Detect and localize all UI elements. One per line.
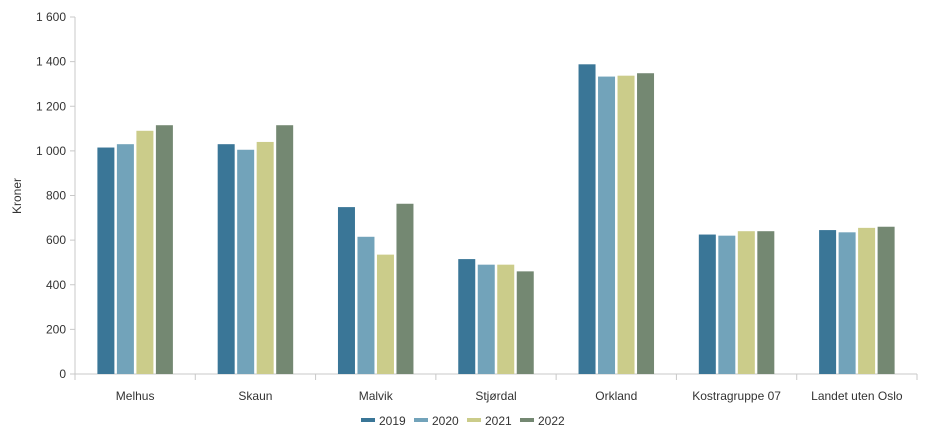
bar-2022	[155, 125, 173, 374]
x-tick-label: Skaun	[238, 389, 272, 403]
bar-2020	[116, 144, 134, 374]
legend-label: 2022	[538, 414, 565, 428]
legend-swatch-2022	[520, 418, 534, 422]
bar-2021	[737, 231, 755, 374]
y-tick-label: 800	[46, 189, 66, 203]
x-tick-label: Stjørdal	[475, 389, 516, 403]
y-tick-label: 1 000	[36, 144, 66, 158]
x-tick-label: Orkland	[595, 389, 637, 403]
y-tick-label: 400	[46, 278, 66, 292]
bar-2020	[598, 76, 616, 374]
legend-label: 2020	[432, 414, 459, 428]
bars	[97, 64, 895, 375]
bar-2022	[877, 226, 895, 374]
bar-2019	[97, 147, 115, 374]
bar-2021	[256, 141, 274, 374]
x-tick-label: Kostragruppe 07	[692, 389, 781, 403]
legend-label: 2019	[379, 414, 406, 428]
legend: 2019 2020 2021 2022	[361, 414, 565, 428]
bar-2021	[617, 75, 635, 374]
bar-2019	[458, 259, 476, 374]
bar-2019	[578, 64, 596, 375]
legend-swatch-2021	[467, 418, 481, 422]
y-tick-label: 600	[46, 233, 66, 247]
bar-2019	[819, 230, 837, 374]
y-axis: 0 200 400 600 800 1 000 1 200 1 400 1 600	[36, 10, 76, 381]
y-tick-label: 1 600	[36, 10, 66, 24]
x-tick-label: Landet uten Oslo	[811, 389, 903, 403]
bar-2019	[217, 144, 235, 374]
bar-2021	[858, 227, 876, 374]
y-tick-label: 1 200	[36, 99, 66, 113]
bar-2020	[237, 149, 255, 374]
bar-2020	[357, 236, 375, 374]
bar-2022	[516, 271, 534, 374]
y-tick-label: 200	[46, 322, 66, 336]
bar-2020	[477, 264, 495, 374]
legend-swatch-2019	[361, 418, 375, 422]
legend-swatch-2020	[414, 418, 428, 422]
bar-2019	[698, 234, 716, 374]
bar-2021	[376, 254, 394, 374]
bar-2022	[757, 231, 775, 374]
x-tick-labels: Melhus Skaun Malvik Stjørdal Orkland Kostragr…	[116, 389, 903, 403]
x-tick-label: Malvik	[359, 389, 394, 403]
bar-2021	[136, 130, 154, 374]
legend-label: 2021	[485, 414, 512, 428]
bar-2020	[718, 235, 736, 374]
y-tick-label: 1 400	[36, 55, 66, 69]
bar-2021	[497, 264, 515, 374]
y-axis-label: Kroner	[10, 178, 24, 214]
y-tick-label: 0	[59, 367, 66, 381]
bar-2022	[396, 203, 414, 374]
bar-2022	[276, 125, 294, 374]
x-tick-label: Melhus	[116, 389, 155, 403]
bar-2022	[637, 73, 655, 374]
bar-2019	[337, 207, 355, 374]
x-axis	[74, 373, 918, 380]
bar-2020	[838, 232, 856, 374]
